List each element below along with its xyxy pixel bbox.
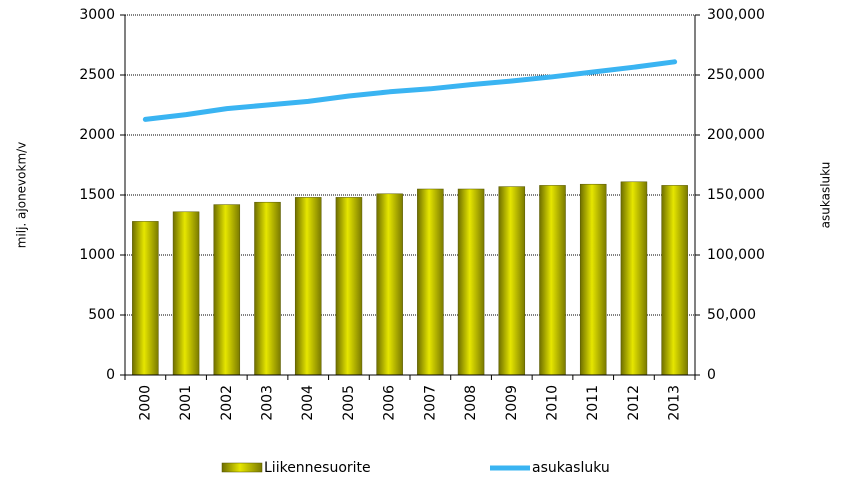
legend-swatch — [221, 462, 263, 473]
bar — [498, 186, 526, 376]
y-tick-label: 3000 — [79, 7, 115, 23]
y-tick-label: 1500 — [79, 187, 115, 203]
x-tick-label: 2001 — [178, 385, 194, 421]
x-tick-label: 2012 — [626, 385, 642, 421]
bar — [539, 185, 566, 376]
legend-label: asukasluku — [532, 460, 610, 476]
x-tick-label: 2008 — [463, 385, 479, 421]
y2-tick-label: 100,000 — [707, 247, 765, 263]
bar — [376, 193, 403, 376]
bar — [620, 181, 648, 376]
bar — [661, 185, 688, 376]
x-tick-label: 2011 — [585, 385, 601, 421]
bar — [294, 197, 322, 376]
x-tick-label: 2004 — [300, 385, 316, 421]
bar — [579, 183, 607, 376]
x-tick-label: 2010 — [545, 385, 561, 421]
x-tick-label: 2002 — [219, 385, 235, 421]
y2-tick-label: 0 — [707, 367, 716, 383]
x-tick-label: 2013 — [667, 385, 683, 421]
bar — [213, 204, 241, 376]
x-tick-label: 2006 — [382, 385, 398, 421]
x-tick-label: 2007 — [422, 385, 438, 421]
bar — [335, 197, 363, 376]
y-tick-label: 0 — [106, 367, 115, 383]
bar — [417, 188, 444, 376]
bar — [132, 221, 159, 376]
y2-tick-label: 150,000 — [707, 187, 765, 203]
bar — [254, 201, 281, 376]
y2-tick-label: 200,000 — [707, 127, 765, 143]
y-tick-label: 500 — [88, 307, 115, 323]
y-tick-label: 1000 — [79, 247, 115, 263]
bar — [172, 211, 200, 376]
x-tick-label: 2003 — [260, 385, 276, 421]
y2-axis-label: asukasluku — [819, 162, 833, 229]
bar — [457, 188, 485, 376]
y-tick-label: 2000 — [79, 127, 115, 143]
x-tick-label: 2009 — [504, 385, 520, 421]
y-tick-label: 2500 — [79, 67, 115, 83]
legend-label: Liikennesuorite — [264, 460, 371, 476]
x-tick-label: 2000 — [137, 385, 153, 421]
line-series — [142, 59, 678, 122]
y2-tick-label: 50,000 — [707, 307, 756, 323]
y2-tick-label: 250,000 — [707, 67, 765, 83]
x-tick-label: 2005 — [341, 385, 357, 421]
y-axis-label: milj. ajonevokm/v — [15, 142, 29, 249]
y2-tick-label: 300,000 — [707, 7, 765, 23]
